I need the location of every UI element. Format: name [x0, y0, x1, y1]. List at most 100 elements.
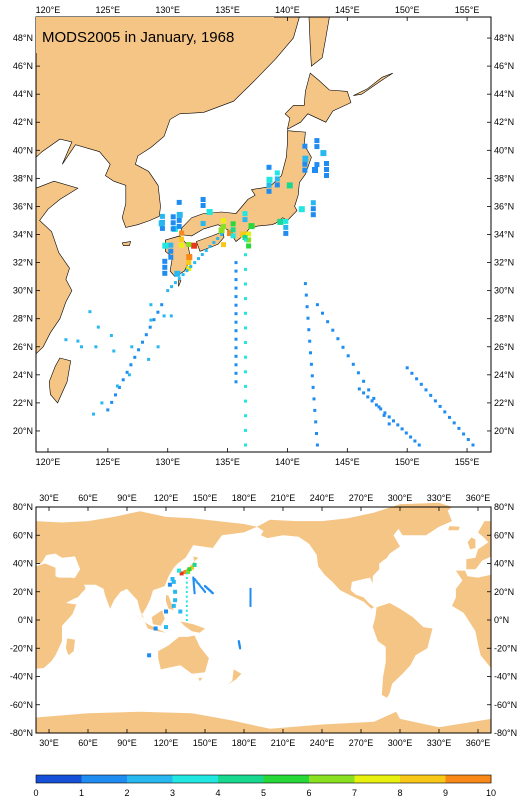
track-point	[413, 439, 417, 443]
track-point	[244, 428, 247, 432]
lat-label: 48°N	[494, 33, 514, 43]
observation-cell	[242, 235, 248, 241]
lon-label: 180°E	[232, 493, 257, 503]
track-point	[192, 584, 195, 587]
colorbar-labels: 0 1 2 3 4 5 6 7 8 9 10	[33, 788, 496, 798]
track-point	[203, 589, 205, 592]
track-point	[452, 421, 456, 425]
track-point	[185, 609, 188, 612]
colorbar-label: 10	[486, 788, 496, 798]
lat-label: 0°N	[494, 615, 509, 625]
track-point	[244, 399, 247, 403]
track-point	[185, 600, 188, 603]
track-point	[212, 241, 216, 244]
track-point	[305, 305, 309, 309]
lat-label: 34°N	[13, 230, 33, 240]
sumatra-java	[133, 612, 166, 633]
track-point	[244, 297, 247, 301]
track-point	[200, 586, 203, 589]
track-point	[137, 348, 141, 352]
track-point	[374, 403, 378, 407]
track-point	[181, 273, 185, 277]
tasmania	[198, 677, 203, 682]
observation-cell	[183, 570, 188, 574]
track-point	[194, 579, 197, 582]
colorbar-swatch	[400, 775, 446, 783]
colorbar-frame	[35, 774, 492, 784]
track-point	[80, 345, 83, 349]
observation-cell	[171, 579, 176, 584]
lat-label: 26°N	[13, 342, 33, 352]
lon-label: 130°E	[155, 5, 180, 15]
track-point	[244, 355, 247, 359]
lon-label: 60°E	[78, 493, 98, 503]
lat-label: 42°N	[494, 117, 514, 127]
global-map-axes: 30°E 30°E 60°E 60°E 90°E 90°E 120°E 120°E 150°E 1…	[10, 493, 517, 748]
track-point	[197, 583, 200, 586]
colorbar-swatches	[36, 775, 492, 783]
lat-label: 28°N	[13, 314, 33, 324]
track-point	[152, 318, 156, 322]
track-point	[197, 257, 200, 261]
track-point	[379, 407, 383, 411]
track-point	[198, 584, 201, 587]
colorbar-label: 5	[261, 788, 266, 798]
lon-label: 30°E	[39, 493, 59, 503]
track-point	[382, 413, 386, 417]
lon-label: 210°E	[271, 493, 296, 503]
new-zealand	[227, 669, 242, 685]
lat-label: 44°N	[13, 89, 33, 99]
observation-cell	[283, 230, 289, 236]
track-point	[433, 399, 437, 403]
lat-label: -40°N	[494, 672, 517, 682]
observation-cell	[168, 242, 174, 248]
track-point	[234, 269, 238, 273]
observation-cell	[178, 609, 183, 614]
lat-label: -60°N	[10, 700, 33, 710]
observation-cell	[283, 218, 289, 224]
lat-label: -80°N	[10, 728, 33, 738]
global-map: 30°E 30°E 60°E 60°E 90°E 90°E 120°E 120°E 150°E 1…	[10, 493, 517, 748]
observation-cell	[191, 242, 198, 249]
track-point	[185, 614, 188, 617]
track-point	[234, 329, 238, 333]
observation-cell	[186, 260, 192, 265]
lon-label: 300°E	[388, 738, 413, 748]
observation-cell	[312, 167, 318, 173]
colorbar-label: 9	[443, 788, 448, 798]
observation-cell	[298, 206, 305, 213]
lon-label: 150°E	[395, 5, 420, 15]
observation-cell	[274, 170, 280, 176]
track-point	[309, 351, 312, 355]
observation-cell	[159, 213, 165, 219]
lat-label: 20°N	[494, 587, 514, 597]
lon-label: 330°E	[427, 738, 452, 748]
observation-cell	[314, 162, 320, 168]
track-point	[244, 443, 247, 447]
track-point	[244, 282, 247, 286]
observation-cell	[221, 224, 226, 230]
track-point	[457, 426, 461, 430]
lat-label: 36°N	[494, 201, 514, 211]
lat-label: 30°N	[13, 286, 33, 296]
lon-label: 270°E	[349, 493, 374, 503]
track-point	[193, 589, 196, 592]
china-coast	[35, 180, 79, 355]
observation-cell	[186, 254, 193, 260]
track-point	[234, 303, 238, 307]
great-britain	[467, 537, 476, 550]
observation-cell	[230, 221, 236, 227]
track-point	[309, 362, 313, 366]
track-point	[199, 585, 202, 588]
observation-cell	[310, 206, 316, 212]
track-point	[249, 589, 252, 592]
lon-label: 120°E	[36, 5, 61, 15]
track-point	[193, 578, 196, 580]
track-point	[392, 419, 395, 423]
track-point	[149, 318, 153, 322]
asian-mainland	[35, 16, 300, 228]
observation-cell	[206, 209, 213, 215]
lon-label: 240°E	[310, 738, 335, 748]
global-map-land	[36, 502, 491, 733]
observation-cell	[162, 258, 168, 264]
